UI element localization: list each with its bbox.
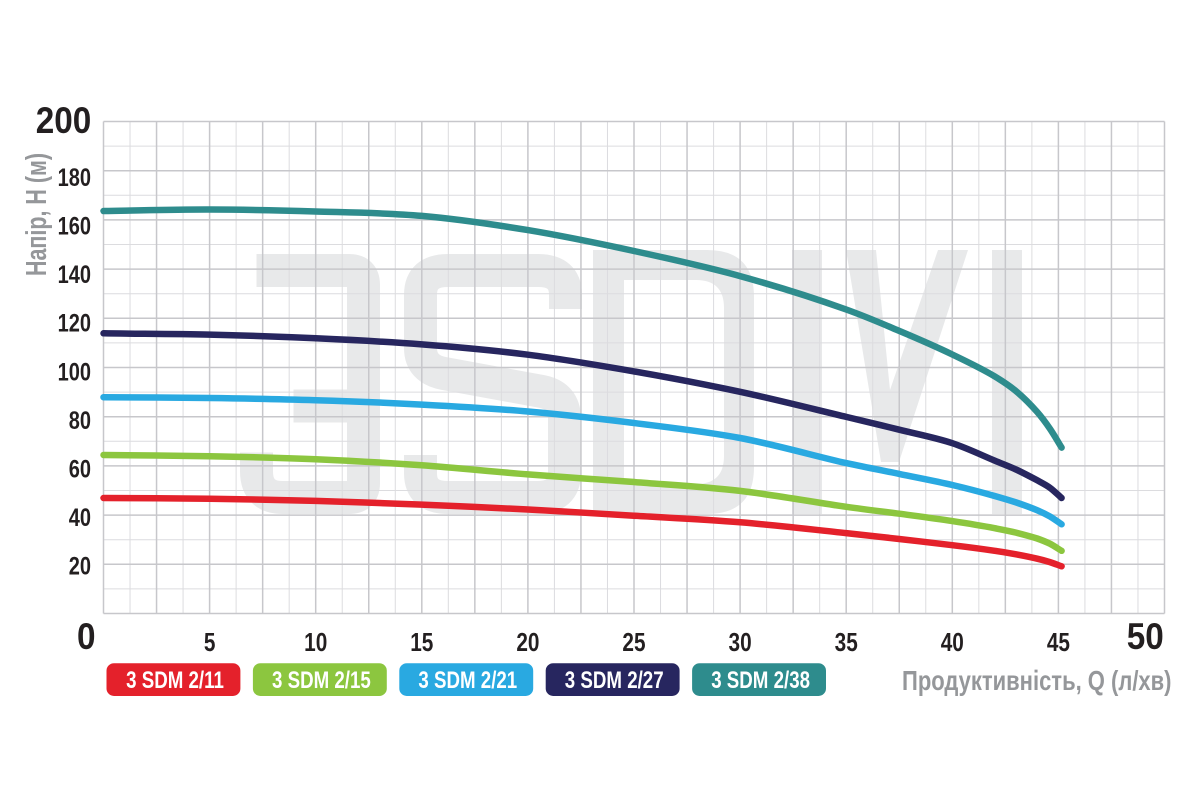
svg-text:15: 15 xyxy=(410,628,433,657)
svg-text:30: 30 xyxy=(729,628,752,657)
svg-text:40: 40 xyxy=(941,628,964,657)
svg-text:3 SDM 2/38: 3 SDM 2/38 xyxy=(711,667,810,694)
svg-text:40: 40 xyxy=(69,504,91,532)
svg-text:5: 5 xyxy=(204,628,216,657)
svg-text:160: 160 xyxy=(58,212,91,240)
svg-text:200: 200 xyxy=(36,100,92,141)
svg-text:45: 45 xyxy=(1047,628,1070,657)
svg-text:3 SDM 2/15: 3 SDM 2/15 xyxy=(272,667,371,694)
svg-text:10: 10 xyxy=(304,628,327,657)
svg-text:80: 80 xyxy=(69,407,91,435)
svg-text:20: 20 xyxy=(516,628,539,657)
svg-text:0: 0 xyxy=(77,616,96,657)
svg-text:35: 35 xyxy=(835,628,858,657)
svg-text:20: 20 xyxy=(69,553,91,581)
svg-text:60: 60 xyxy=(69,455,91,483)
svg-text:Продуктивність, Q (л/хв): Продуктивність, Q (л/хв) xyxy=(902,666,1171,697)
svg-text:180: 180 xyxy=(58,164,91,192)
svg-text:3 SDM 2/21: 3 SDM 2/21 xyxy=(418,667,517,694)
svg-text:Напір, H (м): Напір, H (м) xyxy=(21,153,53,276)
svg-text:3 SDM 2/27: 3 SDM 2/27 xyxy=(565,667,664,694)
svg-text:120: 120 xyxy=(58,310,91,338)
svg-text:100: 100 xyxy=(58,358,91,386)
svg-text:3 SDM 2/11: 3 SDM 2/11 xyxy=(126,667,224,694)
svg-text:50: 50 xyxy=(1127,616,1164,657)
svg-text:25: 25 xyxy=(622,628,645,657)
svg-text:140: 140 xyxy=(58,261,91,289)
